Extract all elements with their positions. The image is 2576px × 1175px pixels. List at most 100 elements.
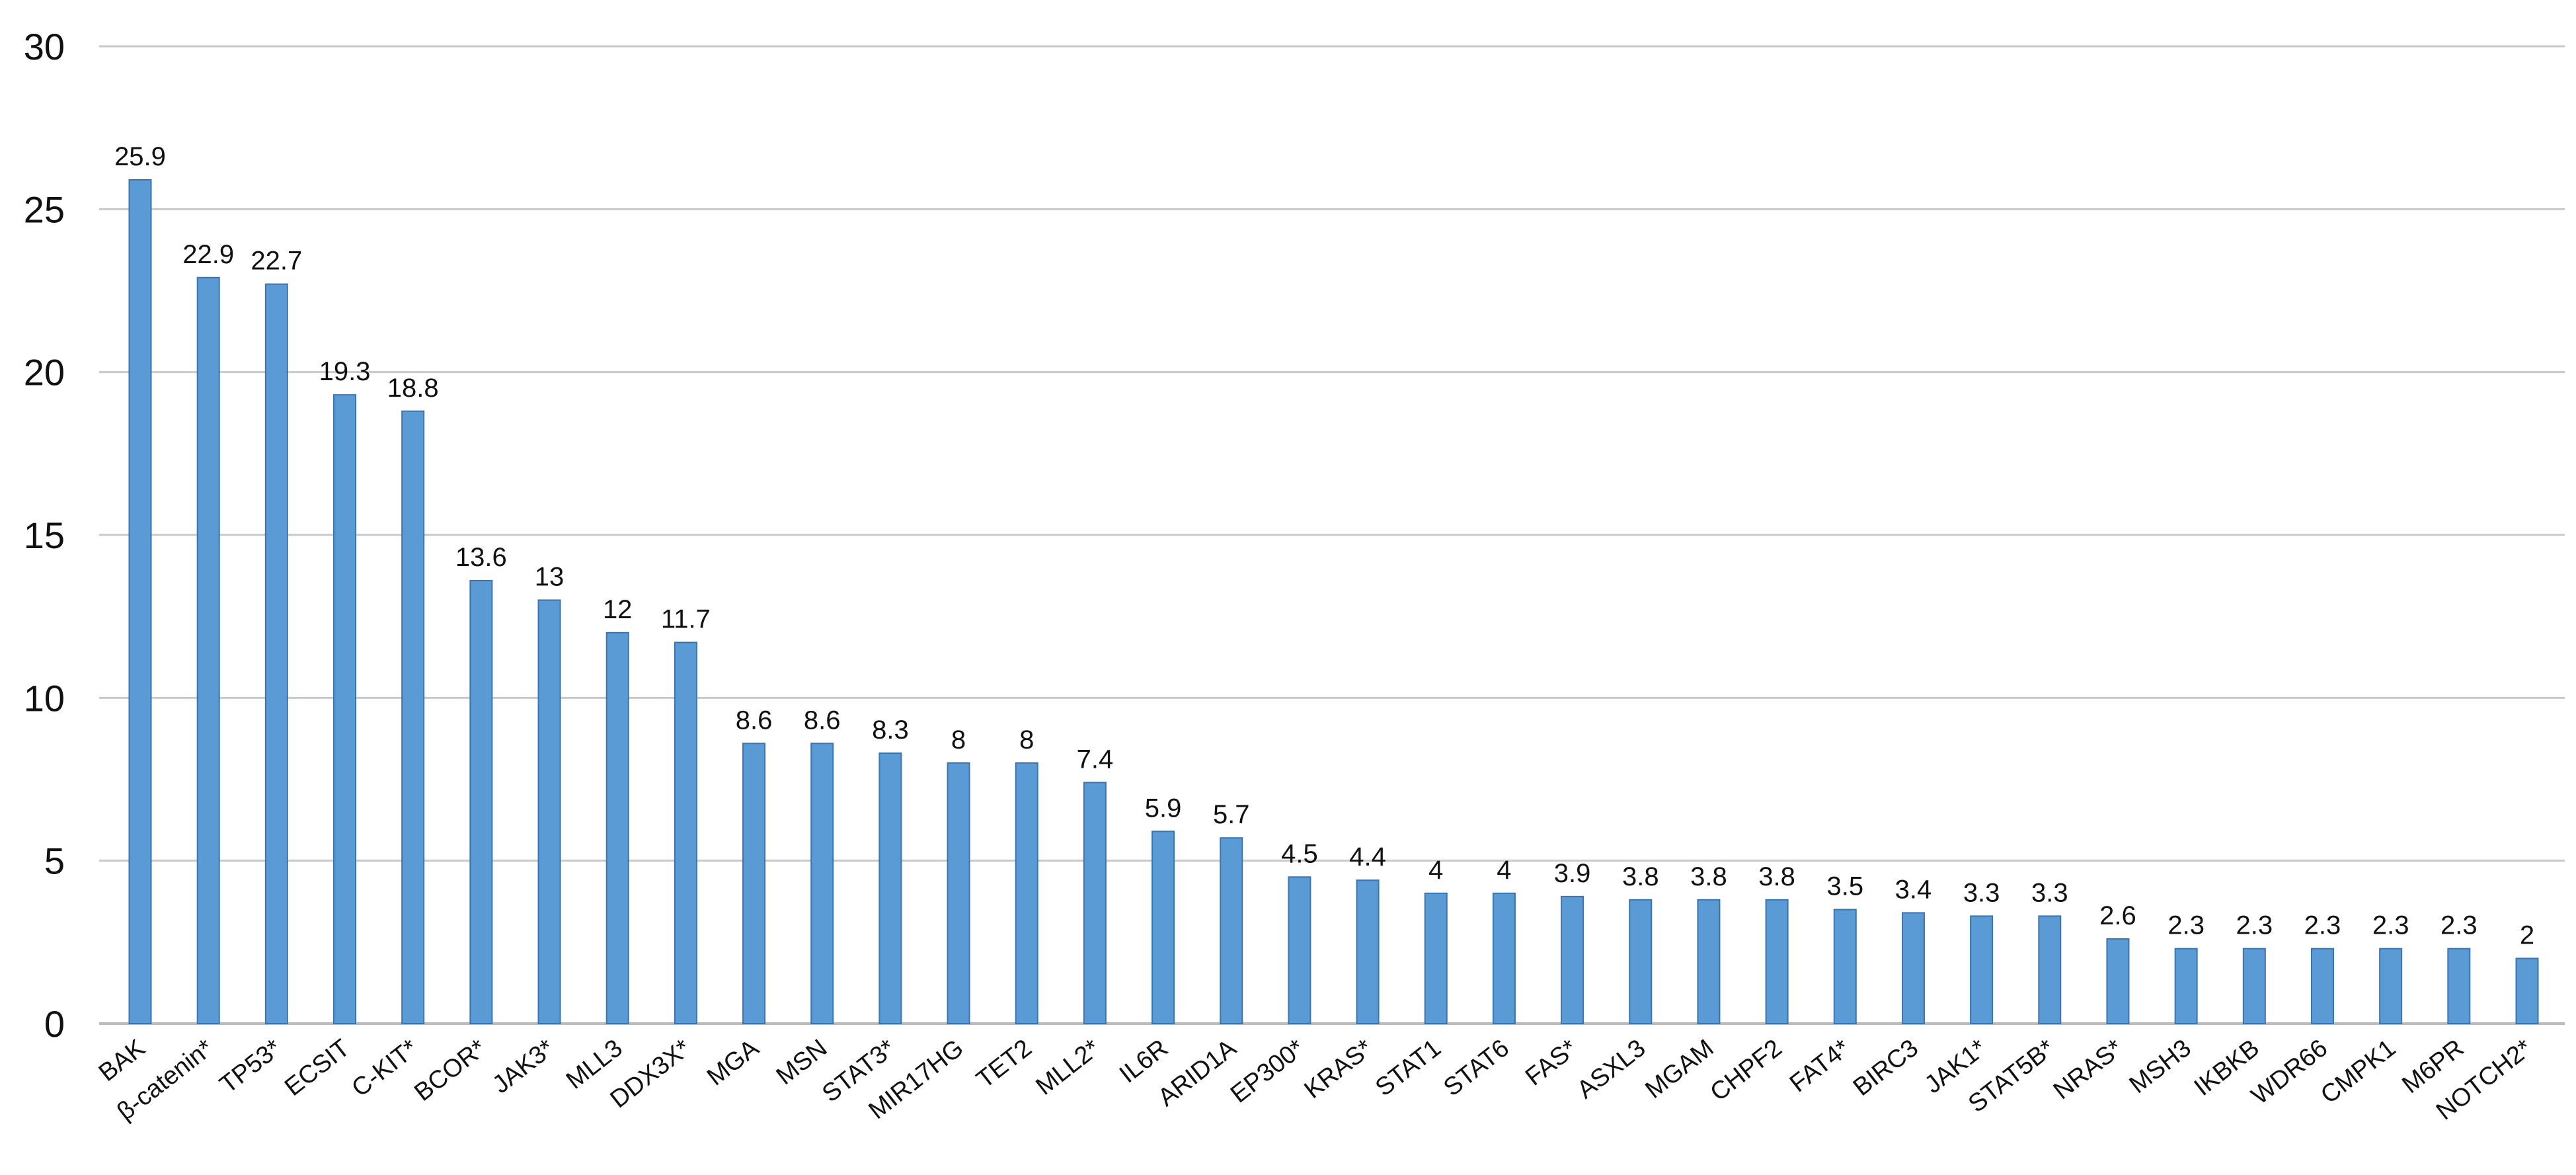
gridlines	[99, 45, 2565, 1025]
bar	[742, 743, 766, 1024]
bar	[2310, 948, 2334, 1024]
x-tick-label: TET2	[972, 1034, 1037, 1094]
y-tick-label: 30	[24, 26, 65, 67]
bar	[605, 631, 629, 1024]
data-label: 22.7	[251, 247, 302, 276]
data-label: 4	[1497, 856, 1511, 885]
y-axis-ticks: 0 5 10 15 20 25 30	[24, 26, 65, 1045]
x-tick-label: BCOR*	[409, 1034, 491, 1107]
data-label: 2.3	[2304, 911, 2341, 940]
bar	[2242, 948, 2266, 1024]
bar	[1015, 762, 1038, 1025]
bar	[1083, 782, 1107, 1024]
x-tick-label: MLL2*	[1031, 1034, 1106, 1101]
x-tick-label: BAK	[94, 1034, 151, 1087]
bar	[2379, 948, 2403, 1024]
bar	[128, 179, 152, 1025]
bar	[947, 762, 970, 1025]
data-label: 8.6	[736, 706, 773, 735]
bar	[1833, 909, 1857, 1024]
data-label: 2.6	[2099, 901, 2136, 930]
x-tick-label: STAT1	[1370, 1034, 1446, 1102]
data-label: 3.8	[1690, 862, 1727, 891]
bar	[196, 276, 220, 1024]
bar	[1970, 915, 1994, 1025]
x-tick-label: ASXL3	[1572, 1034, 1651, 1104]
data-label: 2.3	[2440, 911, 2478, 940]
data-label: 11.7	[661, 605, 711, 634]
x-tick-label: EP300*	[1226, 1034, 1310, 1109]
data-label: 8	[951, 725, 966, 754]
x-tick-label: C-KIT*	[347, 1034, 424, 1102]
x-tick-label: KRAS*	[1300, 1034, 1378, 1104]
y-tick-label: 20	[24, 352, 65, 393]
data-label: 3.3	[2031, 878, 2068, 907]
data-label: 3.4	[1895, 875, 1932, 904]
y-tick-label: 0	[44, 1003, 65, 1045]
bar	[1765, 899, 1789, 1024]
data-label: 2	[2520, 920, 2534, 950]
x-tick-label: MSH3	[2125, 1034, 2197, 1099]
bar	[537, 599, 561, 1024]
y-tick-label: 5	[44, 840, 65, 882]
bar	[401, 410, 425, 1024]
x-tick-label: MGA	[702, 1034, 765, 1092]
bar	[264, 283, 288, 1025]
x-tick-label: CMPK1	[2316, 1034, 2401, 1110]
data-label: 2.3	[2372, 911, 2409, 940]
x-tick-label: FAT4*	[1785, 1034, 1855, 1098]
data-label: 4.5	[1281, 839, 1318, 868]
data-label: 2.3	[2167, 911, 2205, 940]
bar	[1492, 892, 1516, 1025]
x-tick-label: WDR66	[2246, 1034, 2333, 1110]
bar	[1901, 912, 1925, 1024]
bar	[469, 579, 493, 1024]
x-tick-label: ARID1A	[1153, 1034, 1242, 1112]
bar	[1151, 831, 1175, 1024]
bar	[674, 641, 697, 1024]
bar	[878, 752, 902, 1024]
bar	[1697, 899, 1721, 1024]
data-label: 8.3	[872, 715, 909, 745]
data-label: 3.5	[1826, 872, 1863, 901]
x-tick-label: TP53*	[215, 1034, 287, 1099]
y-tick-label: 15	[24, 514, 65, 556]
bar	[2515, 957, 2539, 1025]
bars	[128, 179, 2539, 1025]
bar	[1220, 837, 1243, 1025]
data-label: 22.9	[182, 240, 234, 269]
data-label: 3.3	[1963, 878, 2000, 907]
bar	[1356, 879, 1380, 1025]
x-tick-label: JAK3*	[487, 1034, 559, 1099]
bar	[2038, 915, 2062, 1025]
data-label: 7.4	[1077, 745, 1114, 774]
bar	[2174, 948, 2198, 1024]
bar	[1424, 892, 1448, 1025]
data-label: 5.7	[1213, 800, 1250, 829]
data-label: 5.9	[1145, 793, 1182, 823]
y-tick-label: 10	[24, 677, 65, 719]
data-label: 19.3	[319, 357, 371, 386]
x-tick-label: NRAS*	[2049, 1034, 2128, 1105]
x-tick-label: MGAM	[1640, 1034, 1719, 1104]
data-label: 12	[603, 595, 633, 624]
data-label: 13	[535, 563, 565, 592]
bar	[333, 394, 357, 1024]
bar	[810, 743, 834, 1024]
data-label: 3.8	[1622, 862, 1659, 891]
bar	[2447, 948, 2471, 1024]
data-label: 3.8	[1758, 862, 1795, 891]
data-label: 18.8	[387, 374, 439, 403]
bar	[2106, 938, 2130, 1024]
data-label: 8.6	[804, 706, 841, 735]
y-tick-label: 25	[24, 188, 65, 230]
data-label: 13.6	[455, 543, 507, 572]
bar	[1561, 895, 1584, 1024]
data-label: 25.9	[114, 142, 166, 171]
bar	[1629, 899, 1653, 1024]
x-tick-label: ECSIT	[280, 1034, 355, 1102]
x-tick-label: BIRC3	[1848, 1034, 1924, 1102]
